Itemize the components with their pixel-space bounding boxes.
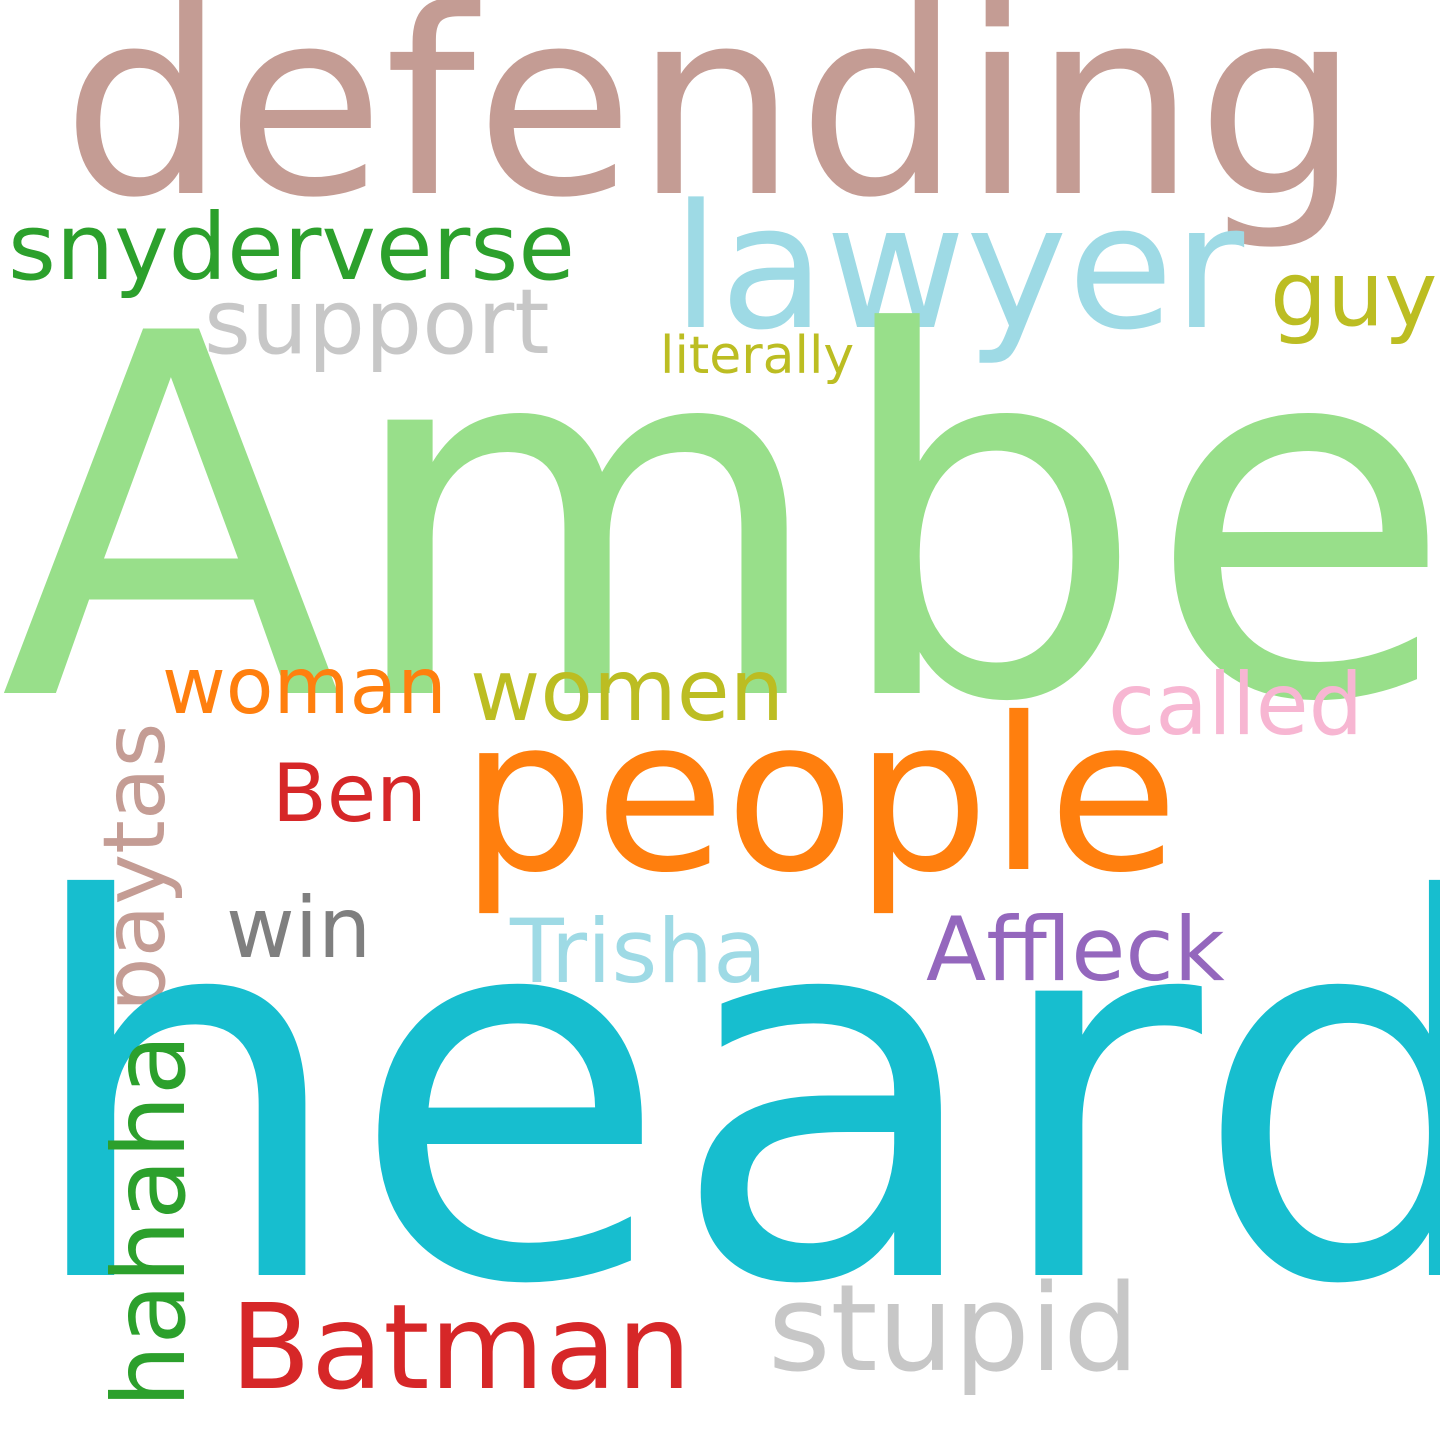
word-amber: Amber <box>0 229 1440 811</box>
word-called: called <box>1108 655 1364 755</box>
word-affleck: Affleck <box>926 898 1225 1001</box>
word-defending: defending <box>62 0 1361 254</box>
word-trisha: Trisha <box>510 900 767 1003</box>
word-guy: guy <box>1270 242 1438 347</box>
word-ben: Ben <box>272 747 427 840</box>
word-batman: Batman <box>230 1278 692 1416</box>
word-support: support <box>204 270 550 375</box>
word-heard: heard <box>20 792 1440 1398</box>
word-lawyer: lawyer <box>672 167 1245 368</box>
word-win: win <box>226 879 372 977</box>
word-snyderverse: snyderverse <box>8 194 575 301</box>
word-women: women <box>470 641 785 741</box>
word-people: people <box>460 672 1179 919</box>
word-woman: woman <box>162 642 447 732</box>
word-stupid: stupid <box>768 1260 1140 1399</box>
word-literally: literally <box>660 326 855 386</box>
word-hahaha: hahaha <box>91 1034 208 1408</box>
